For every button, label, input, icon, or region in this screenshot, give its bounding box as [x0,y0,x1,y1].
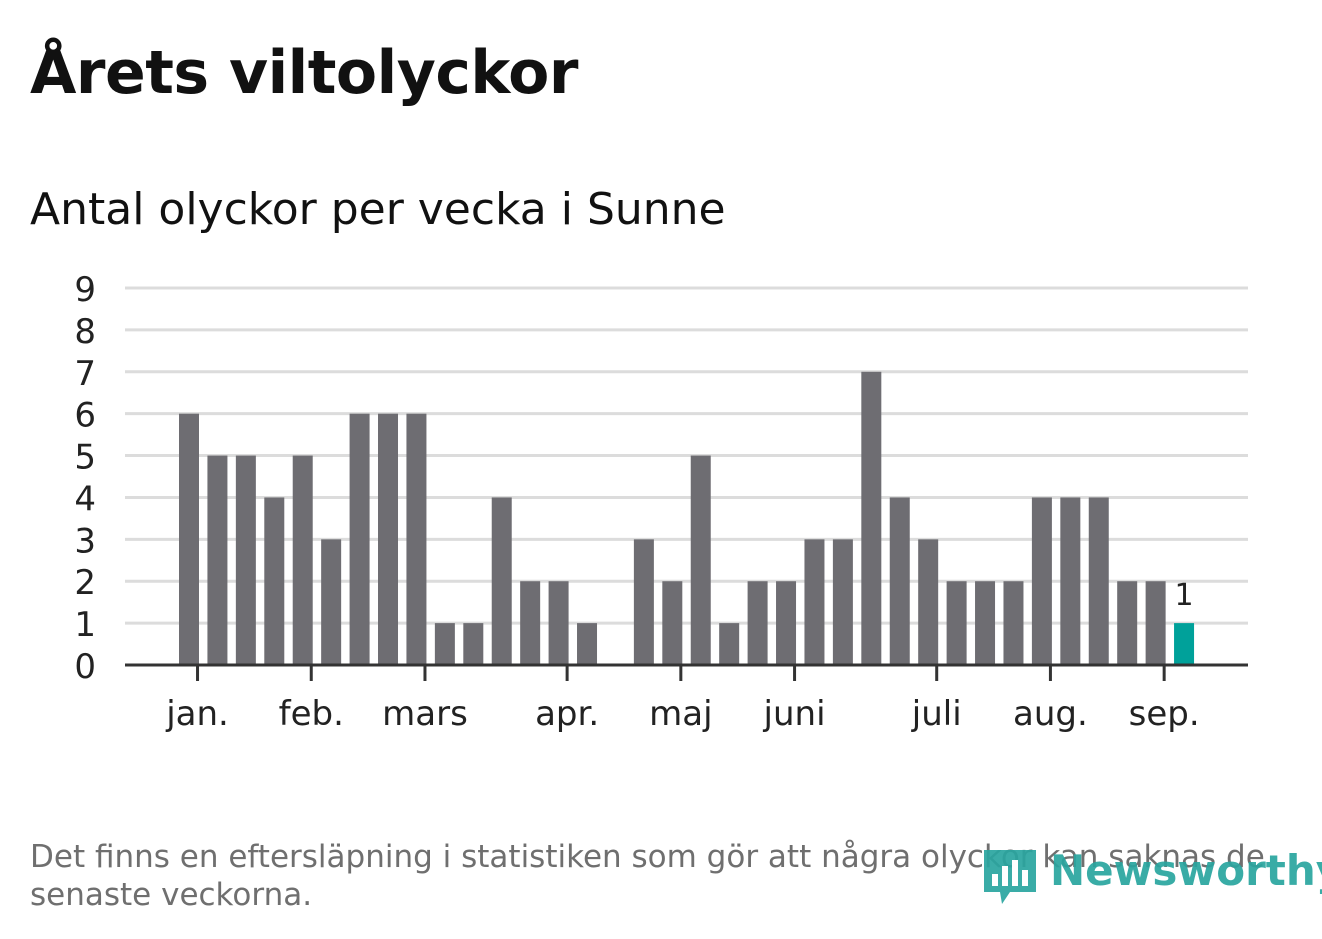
chart-title: Årets viltolyckor [30,38,579,108]
bar [719,623,740,665]
bar [207,455,228,665]
data-label: 1 [1175,578,1194,613]
bar [776,581,797,665]
highlight-bar [1174,623,1195,665]
bar [747,581,768,665]
y-tick-label: 3 [74,521,96,561]
bar [179,413,199,665]
bar [577,623,598,665]
brand-name: Newsworthy [1050,846,1322,895]
y-tick-label: 0 [74,647,96,687]
x-tick-label: mars [382,694,468,734]
bar [292,455,313,665]
bar [434,623,455,665]
x-tick-label: sep. [1129,694,1200,734]
bar [690,455,711,665]
footnote: Det finns en eftersläpning i statistiken… [30,839,1265,913]
y-tick-label: 9 [74,270,96,310]
bar [463,623,484,665]
bar [861,371,882,665]
y-tick-label: 2 [74,563,96,603]
x-tick-label: juni [763,694,826,734]
bar [832,539,853,665]
bar [633,539,654,665]
y-tick-label: 1 [74,605,96,645]
x-tick-label: feb. [279,694,344,734]
chart-subtitle: Antal olyckor per vecka i Sunne [30,184,726,235]
bar [975,581,996,665]
x-tick-label: apr. [535,694,599,734]
bar [1060,497,1081,665]
bar [1145,581,1166,665]
bar [662,581,683,665]
y-tick-label: 4 [74,479,96,519]
bar [1117,581,1138,665]
bar [1088,497,1109,665]
y-tick-label: 6 [74,396,96,436]
bar [946,581,967,665]
y-tick-label: 5 [74,438,96,478]
x-tick-label: juli [911,694,962,734]
bar [349,413,370,665]
bar [321,539,342,665]
y-tick-label: 7 [74,354,96,394]
x-tick-label: aug. [1013,694,1088,734]
bar [1003,581,1024,665]
bar [804,539,825,665]
bar [378,413,399,665]
newsworthy-logo-icon [984,850,1036,904]
bar [235,455,256,665]
bar [889,497,910,665]
y-tick-label: 8 [74,312,96,352]
bar [406,413,427,665]
x-tick-label: maj [649,694,712,734]
bar [491,497,512,665]
x-tick-label: jan. [165,694,229,734]
bar [548,581,569,665]
bar [918,539,939,665]
bar [1031,497,1052,665]
bar [264,497,285,665]
bar [520,581,541,665]
